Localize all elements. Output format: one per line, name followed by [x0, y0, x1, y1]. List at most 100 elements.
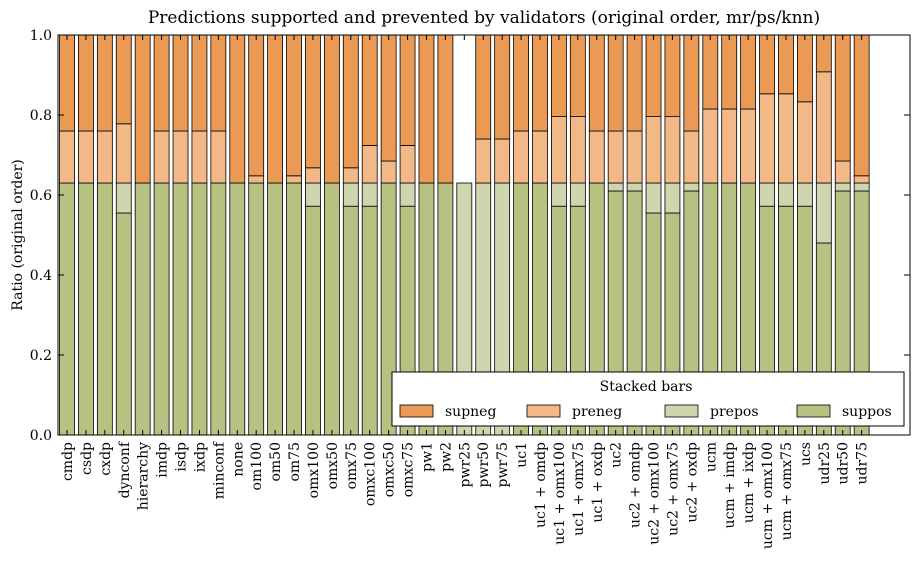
- bar-preneg: [361, 144, 378, 184]
- x-tick-label: udr75: [855, 442, 871, 485]
- bar-preneg: [588, 130, 605, 184]
- bar-supneg: [494, 34, 511, 140]
- bar-supneg: [778, 34, 794, 95]
- legend-swatch-preneg: [526, 404, 561, 418]
- x-tick-label: ixdp: [192, 442, 208, 472]
- bar-supneg: [59, 34, 75, 132]
- x-tick-label: ucm + ixdp: [741, 442, 757, 523]
- x-tick-label: omxc50: [382, 442, 398, 497]
- bar-supneg: [96, 34, 113, 132]
- y-tick-label: 0.6: [30, 188, 52, 204]
- bar-preneg: [759, 93, 775, 184]
- x-tick-label: cxdp: [98, 442, 114, 476]
- bar-supneg: [342, 34, 359, 169]
- bar-suppos: [229, 182, 246, 436]
- x-tick-label: cmdp: [60, 442, 76, 481]
- bar-supneg: [683, 34, 700, 132]
- bar-supneg: [626, 34, 643, 132]
- legend: Stacked bars supneg preneg prepos suppos: [391, 371, 905, 427]
- bar-supneg: [267, 34, 284, 184]
- x-tick-label: csdp: [79, 442, 95, 475]
- bar-preneg: [645, 116, 662, 184]
- x-tick-label: omxc100: [363, 442, 379, 506]
- bar-supneg: [153, 34, 170, 132]
- bar-preneg: [78, 130, 94, 184]
- bar-supneg: [569, 34, 586, 117]
- legend-label-supneg: supneg: [445, 404, 496, 420]
- x-tick-label: none: [230, 442, 246, 477]
- y-tick-label: 0.8: [30, 108, 52, 124]
- bar-supneg: [418, 34, 435, 184]
- bar-prepos: [834, 182, 851, 192]
- bar-preneg: [494, 138, 511, 184]
- bar-supneg: [134, 34, 151, 184]
- bar-preneg: [569, 116, 586, 184]
- bar-supneg: [588, 34, 605, 132]
- bar-supneg: [380, 34, 397, 162]
- x-tick-label: uc1: [514, 442, 530, 468]
- bar-prepos: [645, 182, 662, 214]
- bar-preneg: [475, 138, 492, 184]
- bar-preneg: [664, 116, 681, 184]
- legend-swatch-supneg: [399, 404, 434, 418]
- bar-preneg: [607, 130, 624, 184]
- x-tick-label: hierarchy: [136, 442, 152, 510]
- bar-preneg: [834, 160, 851, 184]
- legend-title: Stacked bars: [600, 379, 693, 395]
- x-tick-label: pwr75: [495, 442, 511, 487]
- bar-prepos: [759, 182, 775, 207]
- bar-suppos: [134, 182, 151, 436]
- x-tick-label: minconf: [211, 440, 227, 499]
- bar-supneg: [551, 34, 567, 117]
- x-tick-label: pwr25: [457, 442, 473, 487]
- x-tick-label: ucm + omx100: [760, 442, 776, 549]
- bar-preneg: [342, 167, 359, 184]
- bar-supneg: [361, 34, 378, 146]
- x-tick-label: uc1 + omx75: [571, 442, 587, 536]
- bar-supneg: [172, 34, 189, 132]
- bar-prepos: [853, 182, 870, 192]
- bar-supneg: [664, 34, 681, 117]
- bar-preneg: [551, 116, 567, 184]
- bar-preneg: [702, 108, 719, 184]
- chart-title: Predictions supported and prevented by v…: [148, 8, 820, 28]
- x-tick-label: uc2: [609, 442, 625, 468]
- bar-supneg: [834, 34, 851, 162]
- bar-preneg: [399, 144, 416, 184]
- bar-preneg: [778, 93, 794, 184]
- bar-suppos: [248, 182, 265, 436]
- bar-prepos: [551, 182, 567, 207]
- bar-preneg: [815, 71, 832, 184]
- bar-supneg: [115, 34, 132, 125]
- bar-supneg: [248, 34, 265, 177]
- x-tick-label: omx100: [306, 442, 322, 498]
- bar-supneg: [532, 34, 548, 132]
- bar-preneg: [721, 108, 738, 184]
- bar-prepos: [815, 182, 832, 244]
- bar-supneg: [721, 34, 738, 110]
- y-tick-label: 0.0: [30, 428, 52, 444]
- x-tick-label: ucs: [798, 442, 814, 466]
- bar-suppos: [267, 182, 284, 436]
- x-tick-label: om75: [287, 442, 303, 482]
- bar-preneg: [248, 175, 265, 184]
- bar-prepos: [683, 182, 700, 192]
- bar-prepos: [569, 182, 586, 207]
- bar-suppos: [342, 205, 359, 436]
- bar-supneg: [740, 34, 757, 110]
- x-tick-label: imdp: [155, 442, 171, 478]
- y-tick-label: 0.4: [30, 268, 52, 284]
- bar-supneg: [305, 34, 321, 169]
- bar-preneg: [286, 175, 302, 184]
- bar-supneg: [78, 34, 94, 132]
- bar-suppos: [191, 182, 208, 436]
- x-tick-label: dynconf: [117, 440, 133, 498]
- bar-supneg: [702, 34, 719, 110]
- legend-label-preneg: preneg: [572, 404, 622, 420]
- x-tick-label: isdp: [174, 442, 190, 472]
- x-tick-label: uc2 + omx100: [647, 442, 663, 545]
- bar-preneg: [115, 123, 132, 184]
- bar-supneg: [796, 34, 813, 103]
- bar-suppos: [286, 182, 302, 436]
- x-tick-label: omx50: [325, 442, 341, 489]
